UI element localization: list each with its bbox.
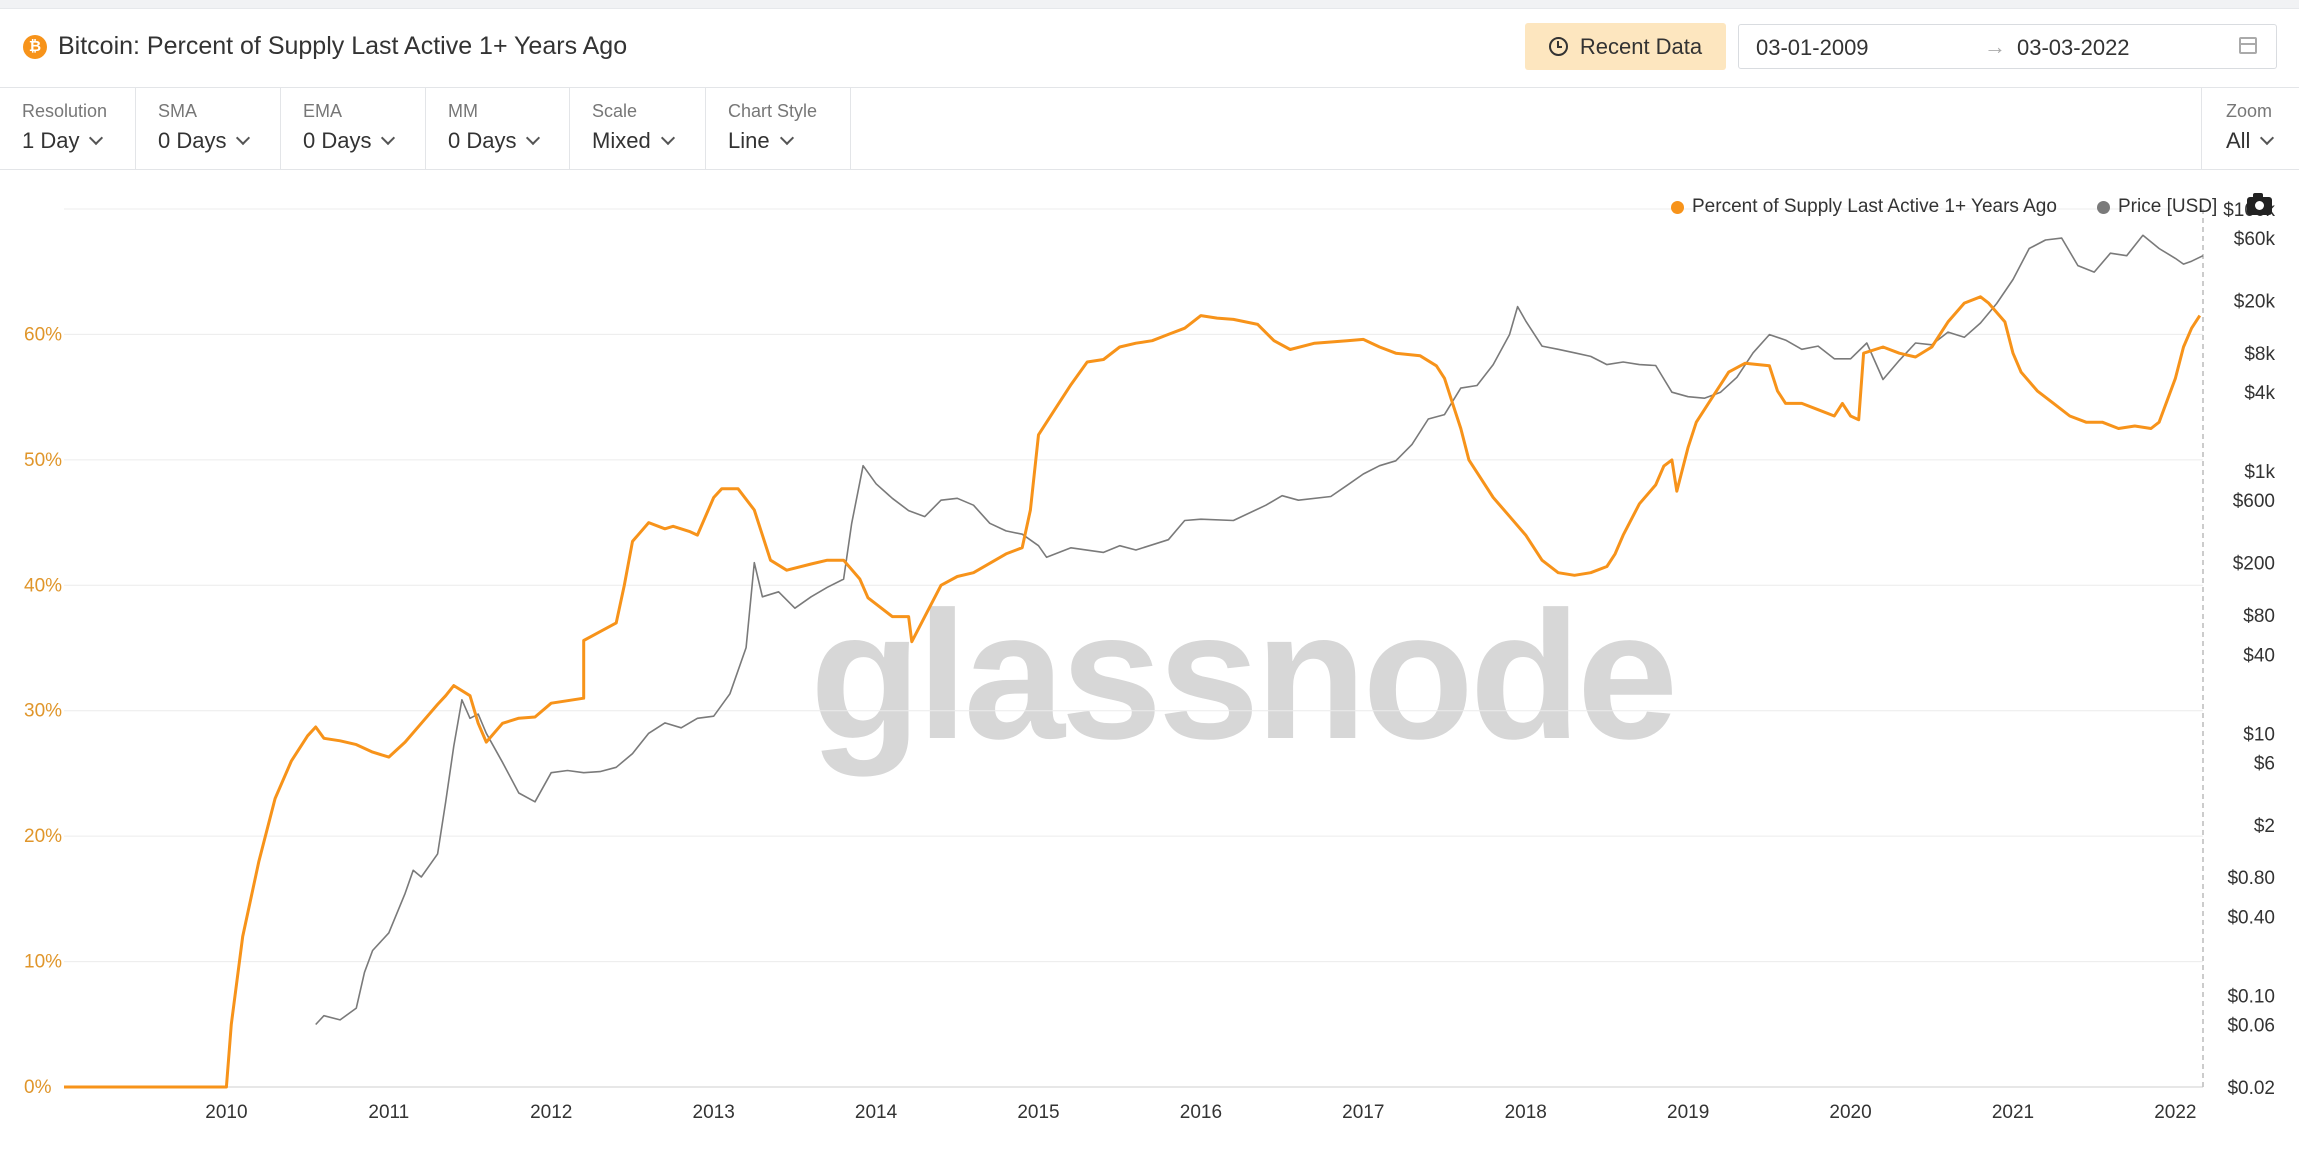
x-tick-label: 2021 [1992,1102,2034,1123]
chevron-down-icon [89,130,104,146]
chevron-down-icon [2260,130,2275,146]
zoom-select[interactable]: Zoom All [2201,88,2299,169]
legend-label-supply: Percent of Supply Last Active 1+ Years A… [1692,196,2057,217]
scale-label: Scale [592,101,638,121]
watermark: glassnode [810,573,1678,777]
scale-value: Mixed [592,128,675,154]
y-right-tick-label: $0.06 [2227,1015,2275,1036]
x-tick-label: 2019 [1667,1102,1709,1123]
y-right-tick-label: $0.80 [2227,868,2275,889]
y-left-tick-label: 30% [24,701,62,722]
top-strip [0,0,2299,9]
x-tick-label: 2017 [1342,1102,1384,1123]
recent-data-button[interactable]: Recent Data [1525,23,1726,70]
y-right-tick-label: $0.02 [2227,1078,2275,1099]
y-right-tick-label: $80 [2243,606,2275,627]
y-left-tick-label: 20% [24,826,62,847]
mm-select[interactable]: MM 0 Days [426,88,570,169]
x-tick-label: 2013 [693,1102,735,1123]
chevron-down-icon [236,130,251,146]
zoom-value: All [2226,128,2275,154]
resolution-select[interactable]: Resolution 1 Day [0,88,136,169]
ema-label: EMA [303,101,343,121]
supply-series-line [64,295,2202,1089]
ema-value: 0 Days [303,128,396,154]
y-right-tick-label: $0.10 [2227,986,2275,1007]
x-tick-label: 2011 [368,1102,409,1123]
y-left-tick-label: 60% [24,324,62,345]
chevron-down-icon [660,130,675,146]
resolution-label: Resolution [22,101,108,121]
y-right-tick-label: $4k [2244,383,2275,404]
y-right-tick-label: $6 [2254,753,2275,774]
y-right-tick-label: $8k [2244,344,2275,365]
sma-value: 0 Days [158,128,251,154]
y-right-tick-label: $40 [2243,645,2275,666]
legend-item-supply[interactable]: Percent of Supply Last Active 1+ Years A… [1671,196,2057,218]
chart-header: ₿ Bitcoin: Percent of Supply Last Active… [0,8,2299,88]
y-right-tick-label: $200 [2233,554,2275,575]
y-right-tick-label: $1k [2244,462,2275,483]
chart-style-select[interactable]: Chart Style Line [706,88,851,169]
chart-style-value: Line [728,128,794,154]
x-tick-label: 2014 [855,1102,898,1123]
chart-canvas: 0% 10% 20% 30% 40% 50% 60% 2010 2011 2012 2013 2014… [24,200,2276,1123]
legend-item-price[interactable]: Price [USD] [2097,196,2217,218]
legend-label-price: Price [USD] [2118,196,2218,217]
y-right-tick-label: $10 [2243,724,2275,745]
chevron-down-icon [381,130,396,146]
legend-dot-price [2097,200,2110,214]
chart-toolbar: Resolution 1 Day SMA 0 Days EMA 0 Days M… [0,88,2299,170]
ema-select[interactable]: EMA 0 Days [281,88,426,169]
x-tick-label: 2020 [1829,1102,1871,1123]
mm-label: MM [448,101,478,121]
y-right-tick-label: $20k [2234,292,2276,313]
x-tick-label: 2016 [1180,1102,1222,1123]
page-title: Bitcoin: Percent of Supply Last Active 1… [58,32,628,60]
price-series-line [315,234,2204,1026]
x-tick-label: 2022 [2154,1102,2196,1123]
chevron-down-icon [526,130,541,146]
recent-data-label: Recent Data [1579,33,1703,59]
chevron-down-icon [779,130,794,146]
scale-select[interactable]: Scale Mixed [570,88,706,169]
date-from-field[interactable]: 03-01-2009 [1756,35,1869,60]
sma-label: SMA [158,101,198,121]
y-right-tick-label: $2 [2254,816,2275,837]
legend-dot-supply [1671,200,1684,214]
date-to-field[interactable]: 03-03-2022 [2017,35,2130,60]
y-right-tick-label: $600 [2233,491,2275,512]
y-left-tick-label: 0% [24,1077,52,1098]
x-tick-label: 2018 [1505,1102,1547,1123]
arrow-right-icon: → [1984,34,2006,59]
resolution-value: 1 Day [22,128,104,154]
zoom-label: Zoom [2226,101,2273,121]
sma-select[interactable]: SMA 0 Days [136,88,281,169]
y-left-tick-label: 50% [24,450,62,471]
x-tick-label: 2015 [1017,1102,1059,1123]
clock-icon [1548,37,1568,56]
camera-icon[interactable] [2247,193,2272,215]
y-left-tick-label: 40% [24,575,62,596]
y-right-tick-label: $60k [2234,229,2276,250]
date-range-picker[interactable]: 03-01-2009 → 03-03-2022 [1738,24,2277,69]
chart-style-label: Chart Style [728,101,818,121]
x-tick-label: 2012 [530,1102,572,1123]
calendar-icon[interactable] [2239,37,2257,54]
y-right-tick-label: $0.40 [2227,907,2275,928]
y-left-tick-label: 10% [24,952,62,973]
x-tick-label: 2010 [205,1102,247,1123]
bitcoin-icon: ₿ [23,35,47,59]
mm-value: 0 Days [448,128,541,154]
